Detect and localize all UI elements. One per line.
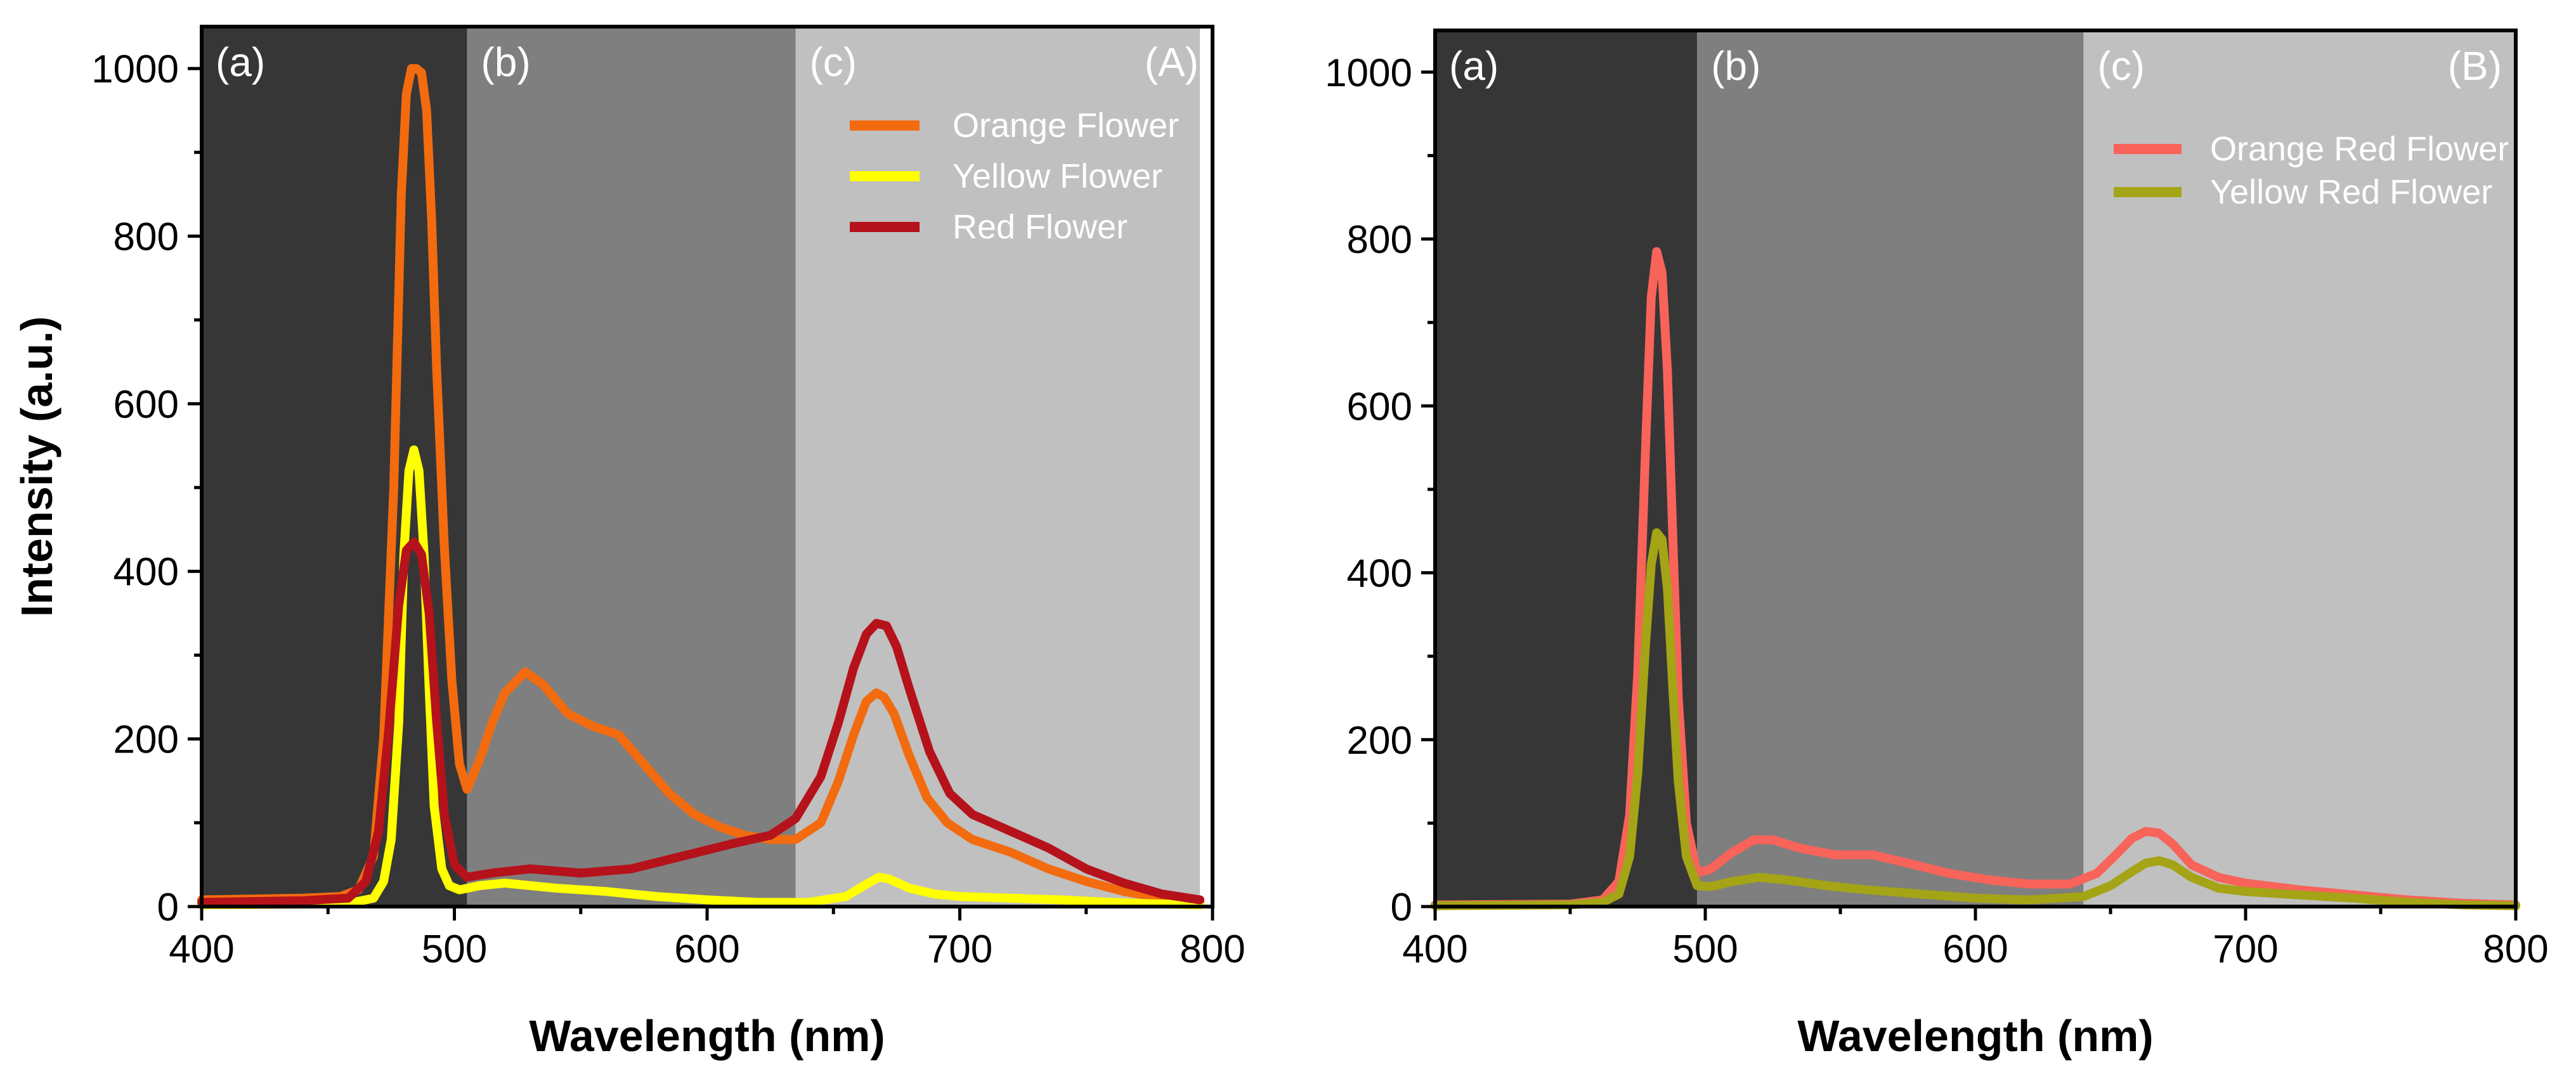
legend-label: Yellow Red Flower <box>2210 173 2492 211</box>
x-tick-label: 600 <box>674 927 739 971</box>
y-tick-label: 600 <box>1347 385 1412 429</box>
x-axis-title: Wavelength (nm) <box>529 1011 885 1061</box>
x-axis-title: Wavelength (nm) <box>1797 1011 2153 1061</box>
region-b <box>1697 30 2084 907</box>
panel-label: (A) <box>1145 39 1199 85</box>
y-tick-label: 800 <box>114 215 179 259</box>
panel-label: (B) <box>2448 43 2502 89</box>
x-tick-label: 500 <box>1672 927 1738 971</box>
y-tick-label: 800 <box>1347 218 1412 262</box>
region-a <box>1435 30 1698 907</box>
legend-label: Yellow Flower <box>953 157 1162 195</box>
region-label-a: (a) <box>216 39 265 85</box>
x-tick-label: 800 <box>1180 927 1245 971</box>
x-tick-label: 500 <box>422 927 487 971</box>
region-c <box>2083 30 2516 907</box>
chart-panel-1: (a) (b) (c) (A) Orange Flower Yellow Flower Re… <box>12 25 1246 1061</box>
x-tick-label: 800 <box>2483 927 2548 971</box>
region-label-b: (b) <box>481 39 530 85</box>
series-line-orange-flower <box>197 64 1205 907</box>
y-tick-label: 400 <box>114 550 179 594</box>
y-tick-label: 1000 <box>1325 51 1412 95</box>
x-tick-label: 400 <box>169 927 234 971</box>
region-label-a: (a) <box>1449 43 1499 89</box>
region-a <box>202 27 467 907</box>
y-tick-label: 1000 <box>91 48 179 91</box>
legend-label: Orange Flower <box>953 107 1179 145</box>
x-tick-label: 700 <box>927 927 992 971</box>
legend-label: Red Flower <box>953 208 1128 246</box>
y-tick-label: 0 <box>157 886 179 929</box>
series-line-orange-red-flower <box>1431 247 2520 910</box>
y-tick-label: 0 <box>1391 886 1412 929</box>
y-tick-label: 400 <box>1347 552 1412 596</box>
x-tick-label: 600 <box>1942 927 2008 971</box>
region-b <box>467 27 796 907</box>
x-tick-label: 400 <box>1402 927 1467 971</box>
region-label-b: (b) <box>1711 43 1760 89</box>
region-label-c: (c) <box>2097 43 2145 89</box>
x-tick-label: 700 <box>2213 927 2278 971</box>
series-line-red-flower <box>197 538 1205 907</box>
series-line-yellow-red-flower <box>1431 528 2520 910</box>
chart-panel-2: (a) (b) (c) (B) Orange Red Flower Yellow Red … <box>1325 29 2549 1061</box>
series-line-yellow-flower <box>197 445 1205 910</box>
y-tick-label: 600 <box>114 383 179 427</box>
region-label-c: (c) <box>809 39 857 85</box>
y-axis-title: Intensity (a.u.) <box>12 316 62 617</box>
y-tick-label: 200 <box>1347 719 1412 763</box>
legend-label: Orange Red Flower <box>2210 130 2509 168</box>
y-tick-label: 200 <box>114 718 179 762</box>
